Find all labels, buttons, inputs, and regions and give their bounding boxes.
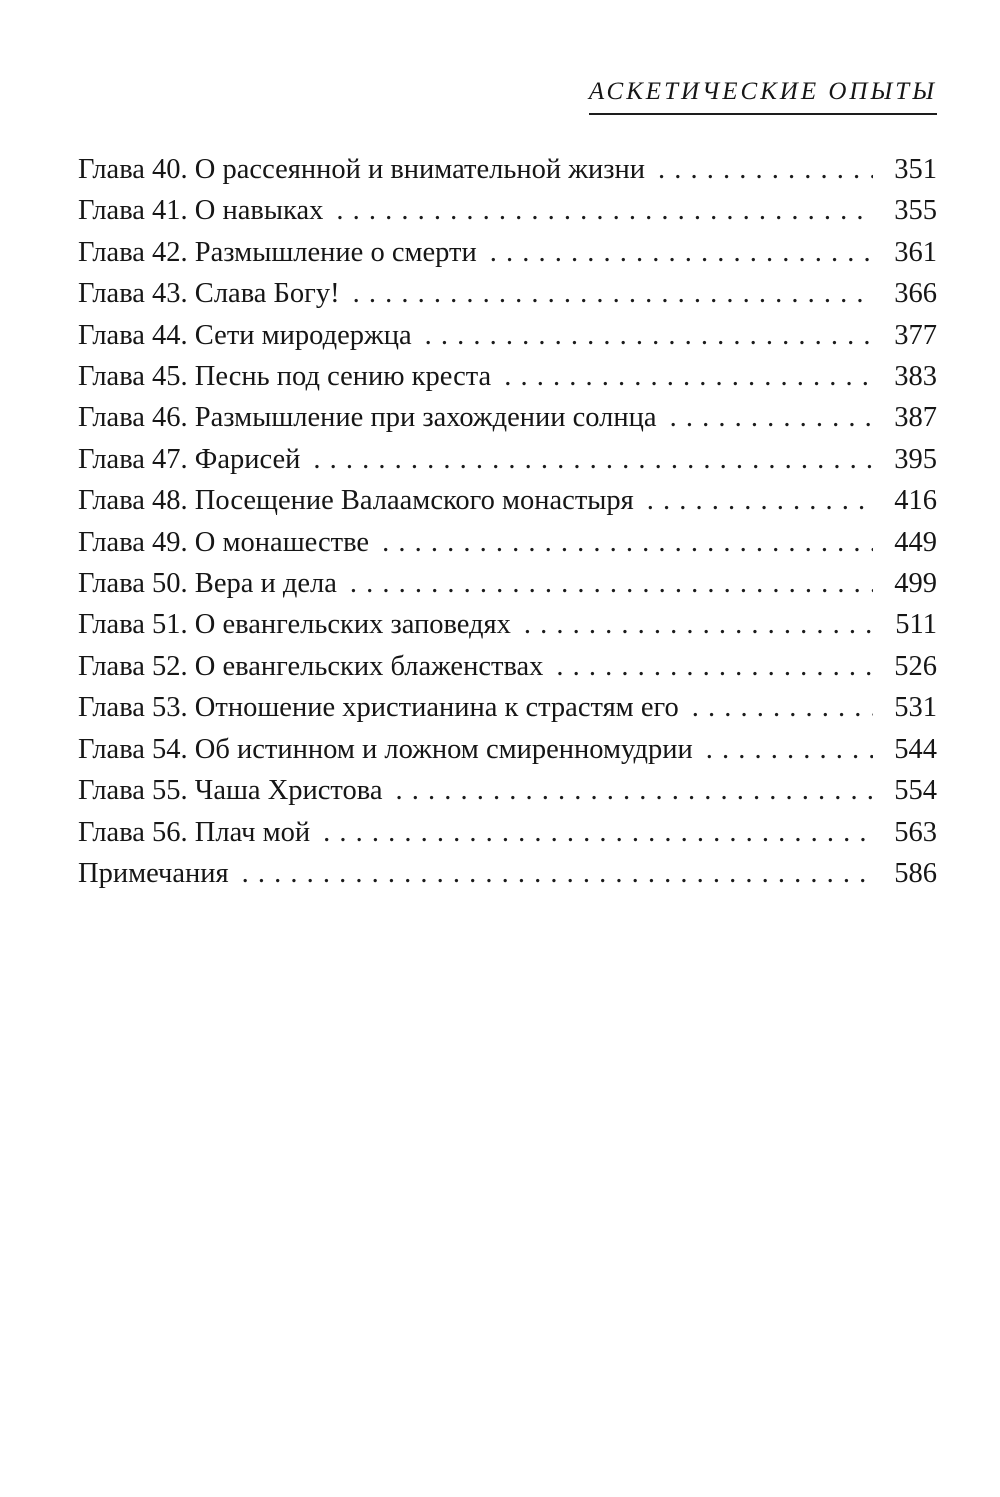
toc-entry-page: 554: [894, 775, 937, 807]
dot-leader: . . . . . . . . . . . . . . . . . . . . …: [657, 154, 873, 185]
toc-row: Глава 55. Чаша Христова . . . . . . . . …: [78, 770, 937, 811]
toc-row: Глава 50. Вера и дела . . . . . . . . . …: [78, 563, 937, 604]
toc-entry-title: Глава 47. Фарисей: [78, 443, 301, 475]
toc-row: Глава 54. Об истинном и ложном смиренном…: [78, 729, 937, 770]
dot-leader: . . . . . . . . . . . . . . . . . . . . …: [241, 857, 873, 889]
dot-leader: . . . . . . . . . . . . . . . . . . . . …: [382, 526, 873, 558]
toc-entry-title: Глава 53. Отношение христианина к страст…: [78, 692, 679, 724]
toc-row: Глава 49. О монашестве . . . . . . . . .…: [78, 522, 937, 563]
toc-row: Глава 44. Сети миродержца . . . . . . . …: [78, 315, 937, 356]
toc-entry-title: Глава 51. О евангельских заповедях: [78, 609, 511, 641]
dot-leader: . . . . . . . . . . . . . . . . . . . . …: [336, 195, 873, 227]
dot-leader: . . . . . . . . . . . . . . . . . . . . …: [313, 443, 873, 475]
toc-entry-title: Глава 49. О монашестве: [78, 526, 370, 558]
toc-entry-title: Глава 41. О навыках: [78, 195, 324, 227]
toc-entry-title: Глава 42. Размышление о смерти: [78, 236, 477, 268]
toc-row: Глава 45. Песнь под сению креста . . . .…: [78, 356, 937, 397]
dot-leader: . . . . . . . . . . . . . . . . . . . . …: [504, 361, 873, 393]
dot-leader: . . . . . . . . . . . . . . . . . . . . …: [349, 568, 873, 600]
toc-row: Глава 46. Размышление при захождении сол…: [78, 397, 937, 438]
dot-leader: . . . . . . . . . . . . . . . . . . . . …: [424, 319, 873, 351]
dot-leader: . . . . . . . . . . . . . . . . . . . . …: [691, 692, 873, 724]
toc-row: Глава 51. О евангельских заповедях . . .…: [78, 604, 937, 645]
toc-entry-title: Глава 40. О рассеянной и внимательной жи…: [78, 154, 645, 185]
toc-entry-title: Глава 50. Вера и дела: [78, 568, 337, 600]
toc-row: Глава 53. Отношение христианина к страст…: [78, 687, 937, 728]
dot-leader: . . . . . . . . . . . . . . . . . . . . …: [556, 650, 873, 682]
toc-entry-title: Глава 56. Плач мой: [78, 816, 311, 848]
toc-row: Глава 41. О навыках . . . . . . . . . . …: [78, 190, 937, 231]
toc-row: Глава 56. Плач мой . . . . . . . . . . .…: [78, 812, 937, 853]
dot-leader: . . . . . . . . . . . . . . . . . . . . …: [669, 402, 873, 434]
toc-entry-page: 586: [894, 857, 937, 889]
toc-row: Глава 43. Слава Богу! . . . . . . . . . …: [78, 273, 937, 314]
table-of-contents: Глава 40. О рассеянной и внимательной жи…: [78, 149, 937, 894]
toc-entry-page: 366: [894, 278, 937, 310]
toc-entry-page: 544: [894, 733, 937, 765]
running-header-title: АСКЕТИЧЕСКИЕ ОПЫТЫ: [588, 78, 937, 115]
toc-row: Глава 52. О евангельских блаженствах . .…: [78, 646, 937, 687]
dot-leader: . . . . . . . . . . . . . . . . . . . . …: [646, 485, 873, 517]
toc-entry-title: Глава 54. Об истинном и ложном смиренном…: [78, 733, 693, 765]
toc-entry-title: Глава 45. Песнь под сению креста: [78, 361, 492, 393]
toc-row: Глава 40. О рассеянной и внимательной жи…: [78, 149, 937, 190]
toc-entry-title: Глава 48. Посещение Валаамского монастыр…: [78, 485, 634, 517]
dot-leader: . . . . . . . . . . . . . . . . . . . . …: [523, 609, 873, 641]
toc-row: Глава 42. Размышление о смерти . . . . .…: [78, 232, 937, 273]
toc-entry-page: 526: [894, 650, 937, 682]
dot-leader: . . . . . . . . . . . . . . . . . . . . …: [395, 775, 874, 807]
toc-entry-title: Глава 44. Сети миродержца: [78, 319, 412, 351]
toc-entry-page: 383: [894, 361, 937, 393]
dot-leader: . . . . . . . . . . . . . . . . . . . . …: [705, 733, 873, 765]
toc-row: Глава 48. Посещение Валаамского монастыр…: [78, 480, 937, 521]
toc-entry-title: Глава 55. Чаша Христова: [78, 775, 383, 807]
running-header-wrap: АСКЕТИЧЕСКИЕ ОПЫТЫ: [78, 78, 937, 115]
dot-leader: . . . . . . . . . . . . . . . . . . . . …: [352, 278, 873, 310]
toc-entry-title: Глава 46. Размышление при захождении сол…: [78, 402, 657, 434]
toc-entry-page: 395: [894, 443, 937, 475]
toc-entry-page: 387: [894, 402, 937, 434]
toc-entry-title: Глава 52. О евангельских блаженствах: [78, 650, 544, 682]
toc-entry-page: 531: [894, 692, 937, 724]
toc-entry-page: 351: [894, 154, 937, 185]
dot-leader: . . . . . . . . . . . . . . . . . . . . …: [323, 816, 873, 848]
toc-entry-page: 361: [894, 236, 937, 268]
toc-entry-page: 563: [894, 816, 937, 848]
toc-entry-title: Глава 43. Слава Богу!: [78, 278, 340, 310]
toc-entry-page: 416: [894, 485, 937, 517]
toc-entry-page: 499: [894, 568, 937, 600]
toc-row: Глава 47. Фарисей . . . . . . . . . . . …: [78, 439, 937, 480]
toc-entry-page: 449: [894, 526, 937, 558]
toc-entry-page: 377: [894, 319, 937, 351]
toc-entry-page: 355: [894, 195, 937, 227]
toc-entry-title: Примечания: [78, 857, 229, 889]
toc-row: Примечания . . . . . . . . . . . . . . .…: [78, 853, 937, 894]
dot-leader: . . . . . . . . . . . . . . . . . . . . …: [489, 236, 873, 268]
toc-entry-page: 511: [895, 609, 937, 641]
